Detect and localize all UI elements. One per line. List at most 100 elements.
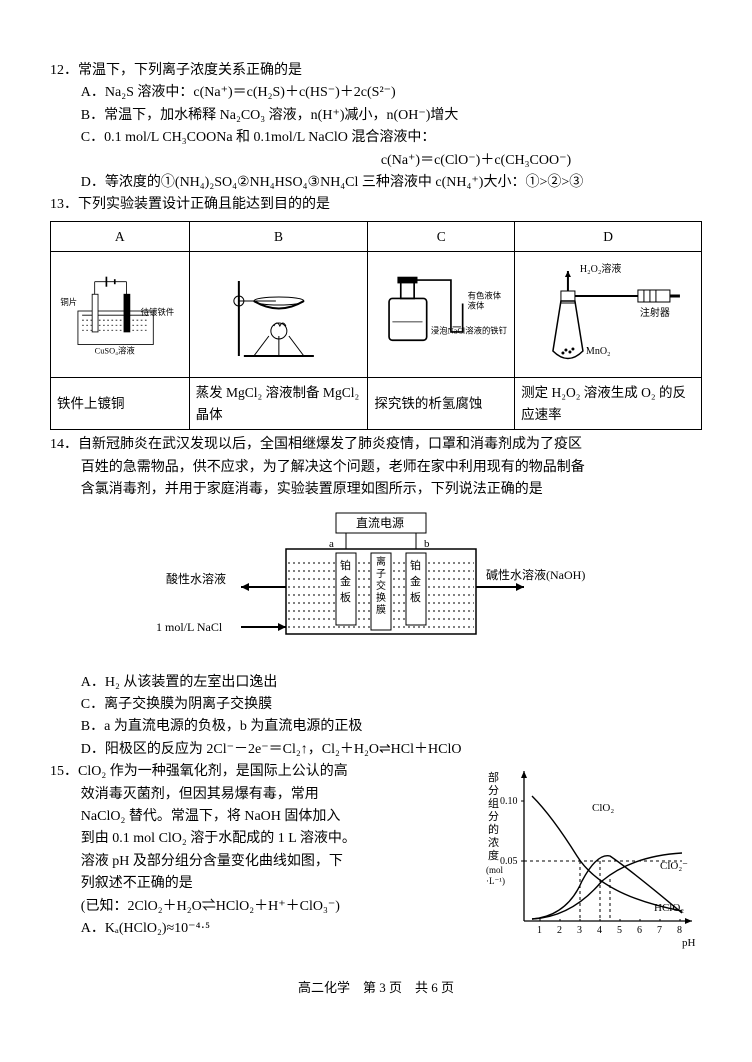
- question-15: 15．ClO₂ 作为一种强氧化剂，是国际上公认的高 效消毒灭菌剂，但因其易爆有毒…: [50, 761, 702, 959]
- svg-text:分: 分: [488, 784, 499, 797]
- svg-text:2: 2: [557, 925, 562, 936]
- q15-s3: NaClO₂ 替代。常温下，将 NaOH 固体加入: [50, 806, 482, 828]
- svg-text:碱性水溶液(NaOH): 碱性水溶液(NaOH): [486, 567, 585, 582]
- svg-text:ClO₂: ClO₂: [592, 802, 614, 814]
- q12-optC: C．0.1 mol/L CH₃COONa 和 0.1mol/L NaClO 混合…: [50, 127, 702, 149]
- page-footer: 高二化学 第 3 页 共 6 页: [50, 978, 702, 999]
- svg-text:a: a: [329, 538, 334, 550]
- svg-text:MnO₂: MnO₂: [586, 346, 611, 357]
- svg-text:0.05: 0.05: [500, 856, 518, 867]
- svg-text:注射器: 注射器: [640, 306, 670, 319]
- svg-text:6: 6: [637, 925, 642, 936]
- electrolysis-icon: 直流电源 a b 离子 交换 膜 铂金板 铂金板 酸性水溶液 碱性水溶液(NaO…: [146, 507, 606, 657]
- svg-text:交: 交: [376, 579, 386, 592]
- svg-text:7: 7: [657, 925, 662, 936]
- q15-s4: 到由 0.1 mol ClO₂ 溶于水配成的 1 L 溶液中。: [50, 828, 482, 850]
- q14-num: 14．: [50, 437, 78, 452]
- q12-optC-expr: c(Na⁺)＝c(ClO⁻)＋c(CH₃COO⁻): [50, 150, 702, 172]
- svg-text:8: 8: [677, 925, 682, 936]
- svg-text:浸泡NaCl溶液的铁钉: 浸泡NaCl溶液的铁钉: [431, 326, 508, 336]
- q13-descA: 铁件上镀铜: [51, 377, 190, 429]
- q14-s2: 百姓的急需物品，供不应求，为了解决这个问题，老师在家中利用现有的物品制备: [50, 457, 702, 479]
- svg-text:组: 组: [488, 796, 499, 810]
- q14-optC: C．离子交换膜为阴离子交换膜: [50, 694, 702, 716]
- q13-stem: 下列实验装置设计正确且能达到目的的是: [78, 197, 330, 212]
- q15-num: 15．: [50, 764, 78, 779]
- q14-s1: 自新冠肺炎在武汉发现以后，全国相继爆发了肺炎疫情，口罩和消毒剂成为了疫区: [78, 437, 582, 452]
- svg-text:4: 4: [597, 925, 602, 936]
- q13-hD: D: [515, 221, 702, 252]
- electroplating-icon: 铜片 待镀铁件 CuSO₄溶液: [57, 256, 183, 366]
- q12-num: 12．: [50, 63, 78, 78]
- rate-measure-icon: H₂O₂溶液 注射器 MnO₂: [521, 256, 695, 366]
- q14-optB: B．a 为直流电源的负极，b 为直流电源的正极: [50, 716, 702, 738]
- q14-optD: D．阳极区的反应为 2Cl⁻－2e⁻＝Cl₂↑，Cl₂＋H₂O⇌HCl＋HClO: [50, 739, 702, 761]
- svg-text:铂: 铂: [410, 558, 421, 572]
- svg-text:ClO₂⁻: ClO₂⁻: [660, 860, 688, 872]
- q13-descD: 测定 H₂O₂ 溶液生成 O₂ 的反应速率: [515, 377, 702, 429]
- svg-text:液体: 液体: [468, 301, 485, 311]
- q15-optA: A．Kₐ(HClO₂)≈10⁻⁴·⁵: [50, 918, 482, 940]
- question-13: 13．下列实验装置设计正确且能达到目的的是: [50, 194, 702, 216]
- q13-descC: 探究铁的析氢腐蚀: [368, 377, 515, 429]
- svg-text:酸性水溶液: 酸性水溶液: [166, 571, 226, 586]
- svg-text:浓: 浓: [488, 836, 499, 849]
- svg-text:分: 分: [488, 810, 499, 823]
- svg-text:换: 换: [376, 591, 386, 604]
- svg-text:铂: 铂: [340, 558, 351, 572]
- q13-table: A B C D 铜片 待镀铁件 CuSO₄溶液: [50, 221, 702, 430]
- svg-text:待镀铁件: 待镀铁件: [141, 308, 174, 318]
- svg-text:0.10: 0.10: [500, 796, 518, 807]
- question-14: 14．自新冠肺炎在武汉发现以后，全国相继爆发了肺炎疫情，口罩和消毒剂成为了疫区 …: [50, 434, 702, 501]
- corrosion-icon: 有色液体 液体 浸泡NaCl溶液的铁钉: [374, 256, 508, 366]
- svg-text:金: 金: [340, 574, 351, 588]
- q14-s3: 含氯消毒剂，并用于家庭消毒，实验装置原理如图所示，下列说法正确的是: [50, 479, 702, 501]
- q13-hA: A: [51, 221, 190, 252]
- q12-stem: 常温下，下列离子浓度关系正确的是: [78, 63, 302, 78]
- svg-text:膜: 膜: [376, 604, 386, 616]
- svg-text:1 mol/L NaCl: 1 mol/L NaCl: [156, 620, 223, 634]
- svg-text:·L⁻¹): ·L⁻¹): [486, 876, 505, 886]
- q12-optA: A．Na₂S 溶液中：c(Na⁺)＝c(H₂S)＋c(HS⁻)＋2c(S²⁻): [50, 82, 702, 104]
- svg-text:pH: pH: [682, 937, 696, 949]
- svg-text:板: 板: [410, 590, 421, 604]
- q14-optA: A．H₂ 从该装置的左室出口逸出: [50, 672, 702, 694]
- svg-text:子: 子: [376, 568, 386, 580]
- svg-text:1: 1: [537, 925, 542, 936]
- q15-s5: 溶液 pH 及部分组分含量变化曲线如图，下: [50, 851, 482, 873]
- q15-s2: 效消毒灭菌剂，但因其易爆有毒，常用: [50, 784, 482, 806]
- q13-imgA: 铜片 待镀铁件 CuSO₄溶液: [51, 252, 190, 378]
- q15-s1: ClO₂ 作为一种强氧化剂，是国际上公认的高: [78, 764, 348, 779]
- q13-descB: 蒸发 MgCl₂ 溶液制备 MgCl₂ 晶体: [189, 377, 368, 429]
- svg-text:b: b: [424, 538, 430, 550]
- svg-text:度: 度: [488, 848, 499, 862]
- svg-text:的: 的: [488, 822, 499, 836]
- q15-s6: 列叙述不正确的是: [50, 873, 482, 895]
- q13-imgD: H₂O₂溶液 注射器 MnO₂: [515, 252, 702, 378]
- q13-imgB: [189, 252, 368, 378]
- svg-text:H₂O₂溶液: H₂O₂溶液: [580, 262, 621, 275]
- svg-text:部: 部: [488, 770, 499, 784]
- svg-text:HClO₂: HClO₂: [654, 902, 684, 914]
- svg-text:铜片: 铜片: [60, 297, 77, 307]
- q15-chart: 部分 组分 的浓 度 (mol·L⁻¹) 0.05 0.10 123 456 7…: [482, 761, 702, 959]
- evaporation-icon: [196, 256, 362, 366]
- svg-text:离: 离: [376, 555, 386, 568]
- q13-hB: B: [189, 221, 368, 252]
- q12-optD: D．等浓度的①(NH₄)₂SO₄②NH₄HSO₄③NH₄Cl 三种溶液中 c(N…: [50, 172, 702, 194]
- q13-imgC: 有色液体 液体 浸泡NaCl溶液的铁钉: [368, 252, 515, 378]
- q14-diagram: 直流电源 a b 离子 交换 膜 铂金板 铂金板 酸性水溶液 碱性水溶液(NaO…: [50, 507, 702, 665]
- svg-text:直流电源: 直流电源: [356, 516, 404, 530]
- svg-text:CuSO₄溶液: CuSO₄溶液: [95, 346, 136, 356]
- svg-text:5: 5: [617, 925, 622, 936]
- svg-text:金: 金: [410, 574, 421, 588]
- question-12: 12．常温下，下列离子浓度关系正确的是 A．Na₂S 溶液中：c(Na⁺)＝c(…: [50, 60, 702, 194]
- svg-text:有色液体: 有色液体: [468, 291, 502, 301]
- svg-text:3: 3: [577, 925, 582, 936]
- q15-known: (已知：2ClO₂＋H₂O⇌HClO₂＋H⁺＋ClO₃⁻): [50, 896, 482, 918]
- concentration-chart-icon: 部分 组分 的浓 度 (mol·L⁻¹) 0.05 0.10 123 456 7…: [482, 761, 702, 951]
- q13-num: 13．: [50, 197, 78, 212]
- q12-optB: B．常温下，加水稀释 Na₂CO₃ 溶液，n(H⁺)减小，n(OH⁻)增大: [50, 105, 702, 127]
- q13-hC: C: [368, 221, 515, 252]
- svg-text:板: 板: [340, 590, 351, 604]
